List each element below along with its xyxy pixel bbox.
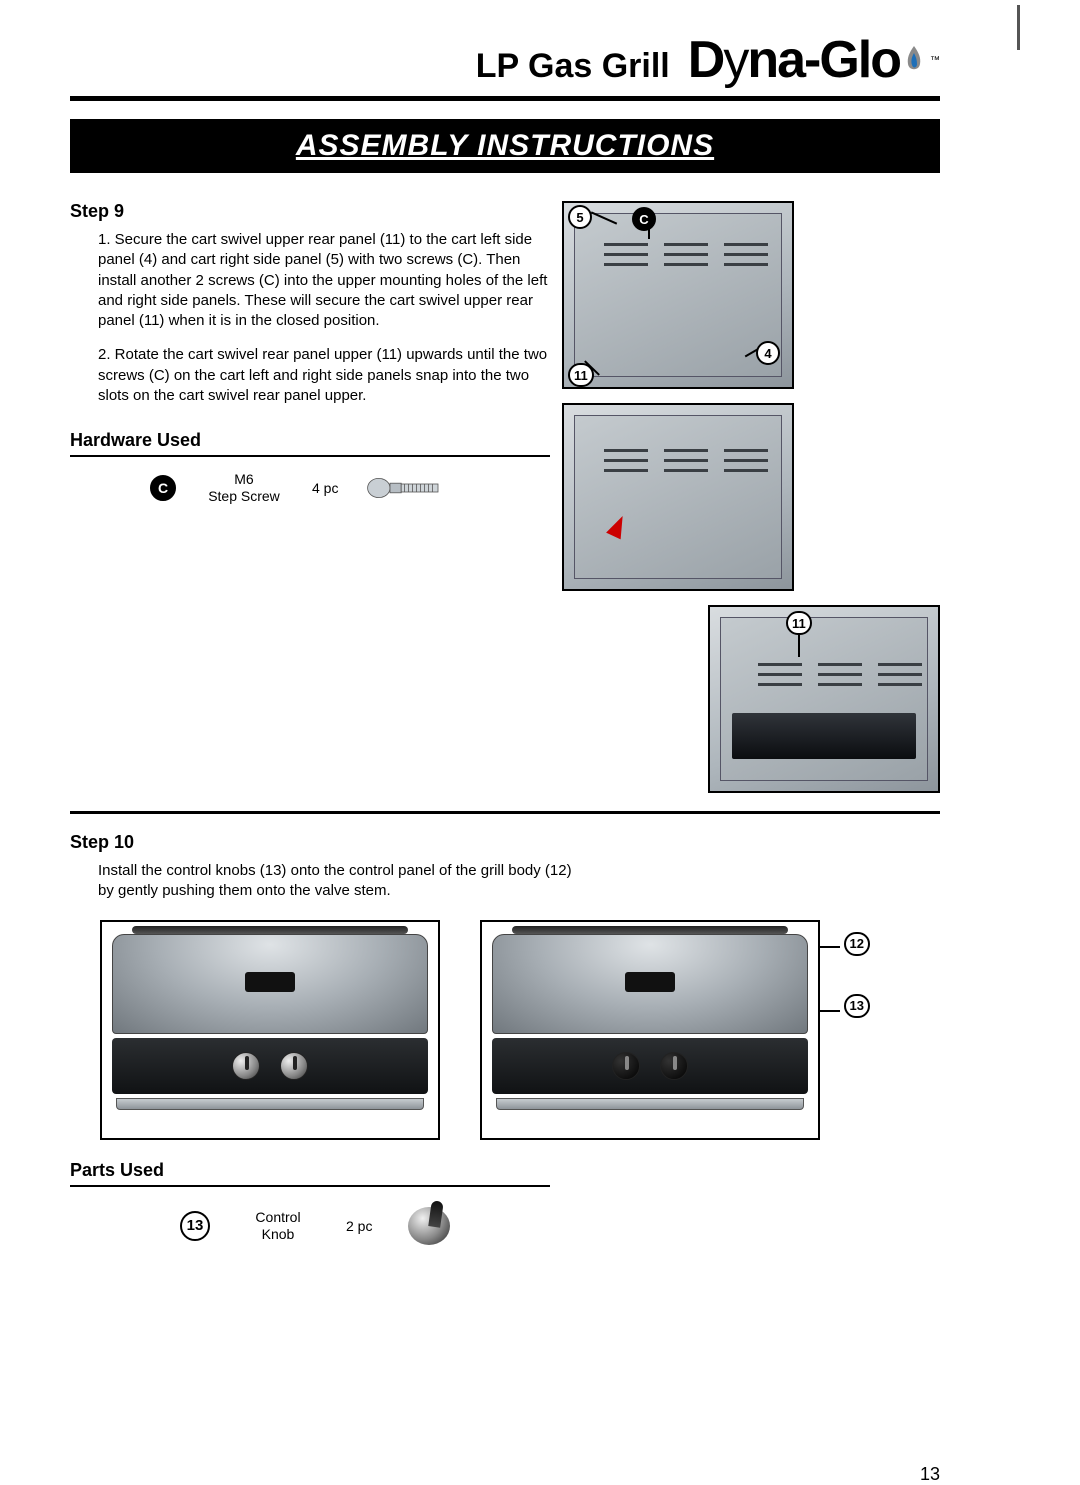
step9-body: 1. Secure the cart swivel upper rear pan… bbox=[70, 230, 550, 406]
step9-diagram-b bbox=[562, 403, 794, 591]
trademark: ™ bbox=[930, 55, 940, 66]
callout-11: 11 bbox=[568, 363, 594, 387]
callout-5: 5 bbox=[568, 205, 592, 229]
callout-11b: 11 bbox=[786, 611, 812, 635]
step9-p2: 2. Rotate the cart swivel rear panel upp… bbox=[98, 345, 550, 406]
part-name-l1: Control bbox=[238, 1209, 318, 1226]
step9-diagram-a: 5 11 4 C bbox=[562, 201, 794, 389]
banner-title: ASSEMBLY INSTRUCTIONS bbox=[296, 129, 714, 162]
control-knob-icon bbox=[400, 1201, 460, 1251]
step9-diagrams: 5 11 4 C 11 bbox=[562, 201, 940, 793]
hardware-name: M6 Step Screw bbox=[204, 471, 284, 505]
part-id-badge: 13 bbox=[180, 1211, 210, 1241]
step10-p1: Install the control knobs (13) onto the … bbox=[98, 861, 590, 902]
hardware-name-l1: M6 bbox=[204, 471, 284, 488]
page-number: 13 bbox=[920, 1464, 940, 1485]
step9-p1: 1. Secure the cart swivel upper rear pan… bbox=[98, 230, 550, 331]
page-shadow bbox=[1017, 5, 1020, 50]
knob-icon bbox=[232, 1052, 260, 1080]
callout-12: 12 bbox=[844, 932, 870, 956]
step9-label: Step 9 bbox=[70, 201, 550, 222]
step10-block: Step 10 Install the control knobs (13) o… bbox=[70, 832, 940, 1255]
hardware-row: C M6 Step Screw 4 pc bbox=[70, 457, 550, 509]
step10-diagrams: 12 13 bbox=[100, 920, 940, 1140]
hardware-name-l2: Step Screw bbox=[204, 488, 284, 505]
step9-block: Step 9 1. Secure the cart swivel upper r… bbox=[70, 201, 940, 814]
brand-wordmark: Dyna-Glo bbox=[688, 30, 900, 90]
part-name-l2: Knob bbox=[238, 1226, 318, 1243]
hardware-used-title: Hardware Used bbox=[70, 430, 550, 457]
parts-row: 13 Control Knob 2 pc bbox=[70, 1187, 940, 1255]
grill-diagram-b: 12 13 bbox=[480, 920, 820, 1140]
parts-used-title: Parts Used bbox=[70, 1160, 550, 1187]
product-title: LP Gas Grill bbox=[476, 47, 670, 86]
hardware-qty: 4 pc bbox=[312, 480, 338, 496]
step9-diagram-c: 11 bbox=[708, 605, 940, 793]
step10-body: Install the control knobs (13) onto the … bbox=[70, 861, 590, 902]
knob-icon bbox=[612, 1052, 640, 1080]
part-qty: 2 pc bbox=[346, 1218, 372, 1234]
hardware-id-badge: C bbox=[150, 475, 176, 501]
page-header: LP Gas Grill Dyna-Glo ™ bbox=[70, 30, 940, 101]
screw-icon bbox=[366, 476, 446, 500]
callout-c: C bbox=[632, 207, 656, 231]
callout-4: 4 bbox=[756, 341, 780, 365]
page-content: LP Gas Grill Dyna-Glo ™ ASSEMBLY INSTRUC… bbox=[70, 30, 940, 1255]
grill-diagram-a bbox=[100, 920, 440, 1140]
knob-icon bbox=[660, 1052, 688, 1080]
section-banner: ASSEMBLY INSTRUCTIONS bbox=[70, 119, 940, 173]
knob-icon bbox=[280, 1052, 308, 1080]
step10-label: Step 10 bbox=[70, 832, 940, 853]
flame-icon bbox=[902, 45, 926, 75]
part-name: Control Knob bbox=[238, 1209, 318, 1243]
brand-logo: Dyna-Glo ™ bbox=[688, 30, 940, 90]
callout-13: 13 bbox=[844, 994, 870, 1018]
